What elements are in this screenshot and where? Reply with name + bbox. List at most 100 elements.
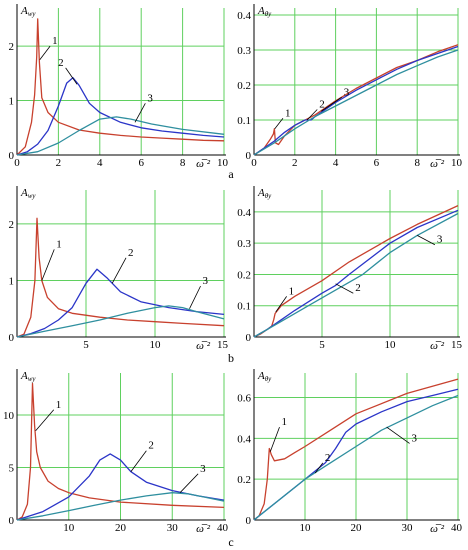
curve-2	[253, 209, 459, 338]
y-tick-label-2: 0.4	[237, 433, 251, 445]
y-tick-label-2: 0.2	[237, 269, 251, 281]
x-tick-label-1: 5	[319, 339, 325, 351]
curve-3	[16, 492, 225, 521]
y-tick-label-1: 0.1	[237, 115, 251, 127]
y-tick-label-3: 0.3	[237, 45, 251, 57]
y-tick-label-0: 0	[9, 515, 15, 527]
callout-line-3	[134, 103, 146, 123]
x-axis-label: ω̅ ²	[430, 340, 445, 352]
y-tick-label-1: 5	[9, 463, 15, 475]
x-tick-label-4: 40	[217, 522, 229, 534]
x-tick-label-5: 10	[217, 157, 229, 169]
x-tick-label-3: 15	[451, 339, 463, 351]
y-axis-label-subscript: wy	[28, 10, 37, 18]
curve-2	[253, 45, 459, 156]
y-tick-label-3: 0.6	[237, 393, 251, 405]
callout-line-2	[65, 67, 78, 85]
curve-label-1: 1	[56, 238, 62, 250]
y-tick-label-1: 1	[9, 275, 15, 287]
curve-label-2: 2	[355, 282, 361, 294]
x-tick-label-3: 15	[217, 339, 229, 351]
panel-c-left: 1 2 3 10 20 30 40 0 5 10 Awy ω̅ ²	[3, 369, 229, 535]
y-tick-label-1: 0.2	[237, 474, 251, 486]
callout-line-2	[335, 283, 354, 294]
x-tick-label-4: 8	[414, 157, 420, 169]
curve-3	[253, 394, 459, 521]
y-tick-label-0: 0	[246, 515, 252, 527]
callout-line-2	[314, 462, 324, 474]
callout-line-2	[306, 109, 318, 121]
curve-label-2: 2	[58, 57, 64, 69]
y-tick-label-2: 10	[3, 410, 15, 422]
x-axis-label: ω̅ ²	[430, 523, 445, 535]
y-axis-label: Aθy	[257, 5, 272, 18]
y-axis-label-subscript: θy	[265, 10, 272, 18]
curve-label-3: 3	[147, 92, 153, 104]
y-tick-label-1: 0.1	[237, 301, 251, 313]
y-axis-label-subscript: θy	[265, 375, 272, 383]
curve-3	[253, 49, 459, 156]
x-tick-label-1: 10	[63, 522, 75, 534]
x-axis-label: ω̅ ²	[196, 340, 211, 352]
curve-2	[16, 77, 225, 156]
x-tick-label-4: 40	[451, 522, 463, 534]
callout-line-1	[41, 249, 55, 281]
callout-line-1	[269, 426, 280, 452]
curve-label-3: 3	[412, 432, 418, 444]
row-letter-a: a	[228, 167, 234, 181]
y-tick-label-0: 0	[246, 332, 252, 344]
curve-label-1: 1	[289, 285, 295, 297]
panel-a-right: 1 2 3 0 2 4 6 8 10 0 0.1 0.2 0.3 0.4 Aθy ω̅ ²	[237, 4, 463, 170]
y-axis-label: Aθy	[257, 370, 272, 383]
y-tick-label-2: 2	[9, 41, 15, 53]
curve-label-1: 1	[52, 35, 58, 47]
callout-line-1	[39, 45, 51, 60]
curve-label-2: 2	[148, 440, 154, 452]
row-letter-c: c	[228, 535, 233, 549]
y-axis-label-subscript: wy	[28, 192, 37, 200]
x-tick-label-3: 6	[374, 157, 380, 169]
curve-label-2: 2	[319, 99, 325, 111]
curve-label-1: 1	[282, 416, 288, 428]
x-tick-label-1: 2	[56, 157, 62, 169]
x-axis-label: ω̅ ²	[196, 523, 211, 535]
callout-line-2	[130, 450, 147, 472]
x-axis-label: ω̅ ²	[196, 158, 211, 170]
x-tick-label-2: 10	[150, 339, 162, 351]
x-tick-label-3: 30	[167, 522, 179, 534]
y-tick-label-2: 0.2	[237, 80, 251, 92]
x-tick-label-1: 10	[300, 522, 312, 534]
curve-label-2: 2	[128, 247, 134, 259]
curve-3	[253, 212, 459, 338]
x-tick-label-0: 0	[14, 157, 20, 169]
x-tick-label-0: 0	[251, 157, 257, 169]
x-tick-label-2: 10	[385, 339, 397, 351]
y-axis-label: Awy	[20, 370, 36, 383]
y-tick-label-0: 0	[246, 150, 252, 162]
x-axis-label: ω̅ ²	[430, 158, 445, 170]
curve-label-2: 2	[325, 452, 331, 464]
curve-1	[16, 217, 225, 338]
x-tick-label-2: 20	[351, 522, 363, 534]
callout-line-3	[321, 96, 342, 112]
x-tick-label-3: 6	[138, 157, 144, 169]
curve-label-3: 3	[437, 234, 443, 246]
callout-line-3	[417, 234, 436, 246]
curve-label-3: 3	[344, 86, 350, 98]
y-tick-label-2: 2	[9, 219, 15, 231]
curve-3	[16, 305, 225, 338]
y-tick-label-4: 0.4	[237, 207, 251, 219]
y-tick-label-3: 0.3	[237, 238, 251, 250]
curve-1	[253, 378, 459, 521]
x-tick-label-2: 20	[115, 522, 127, 534]
callout-line-1	[35, 409, 55, 432]
callout-line-1	[275, 296, 287, 313]
callout-line-1	[274, 118, 284, 129]
x-tick-label-1: 5	[83, 339, 89, 351]
y-tick-label-4: 0.4	[237, 10, 251, 22]
x-tick-label-3: 30	[402, 522, 414, 534]
y-axis-label: Awy	[20, 5, 36, 18]
y-axis-label: Aθy	[257, 187, 272, 200]
